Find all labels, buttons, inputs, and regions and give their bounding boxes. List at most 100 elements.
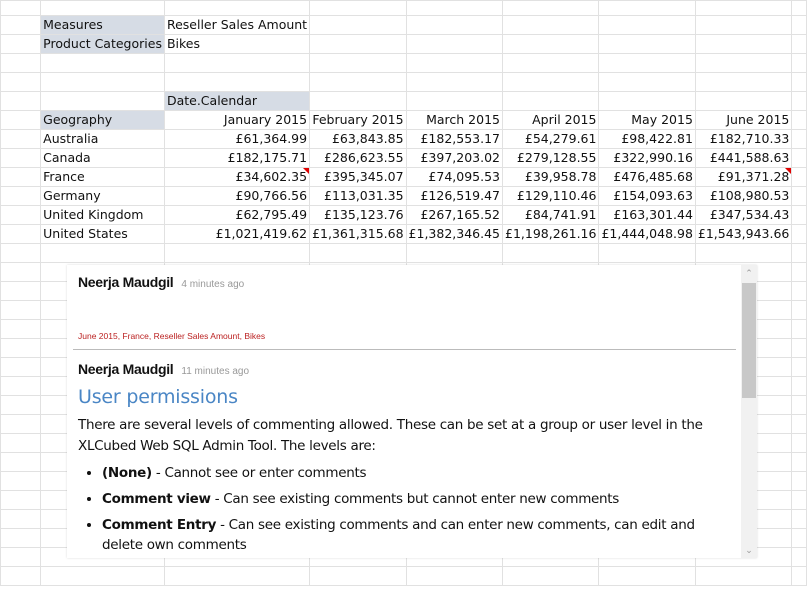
empty-cell[interactable]	[791, 414, 807, 434]
scrollbar[interactable]: ⌃ ⌄	[741, 265, 757, 558]
empty-cell[interactable]	[791, 338, 807, 358]
chevron-up-icon[interactable]: ⌃	[745, 268, 753, 278]
empty-cell[interactable]	[501, 72, 600, 92]
data-cell[interactable]: £347,534.43	[694, 205, 793, 225]
empty-cell[interactable]	[791, 91, 807, 111]
empty-cell[interactable]	[501, 91, 600, 111]
empty-cell[interactable]	[0, 433, 42, 453]
empty-cell[interactable]	[0, 547, 42, 567]
data-cell[interactable]: £182,553.17	[405, 129, 504, 149]
empty-cell[interactable]	[309, 91, 407, 111]
empty-cell[interactable]	[309, 15, 407, 35]
data-cell[interactable]: £126,519.47	[405, 186, 504, 206]
empty-cell[interactable]	[40, 243, 165, 263]
data-cell[interactable]: £1,382,346.45	[405, 224, 504, 244]
empty-cell[interactable]	[501, 53, 600, 73]
data-cell[interactable]: £1,361,315.68	[309, 224, 407, 244]
chevron-down-icon[interactable]: ⌄	[745, 545, 753, 555]
empty-cell[interactable]	[791, 72, 807, 92]
filter-label[interactable]: Measures	[40, 15, 165, 35]
empty-cell[interactable]	[405, 15, 504, 35]
empty-cell[interactable]	[40, 53, 165, 73]
data-cell[interactable]: £113,031.35	[309, 186, 407, 206]
empty-cell[interactable]	[0, 452, 42, 472]
empty-cell[interactable]	[694, 91, 793, 111]
empty-cell[interactable]	[309, 566, 407, 586]
empty-cell[interactable]	[0, 72, 42, 92]
empty-cell[interactable]	[405, 53, 504, 73]
empty-cell[interactable]	[694, 53, 793, 73]
data-cell[interactable]: £90,766.56	[163, 186, 311, 206]
data-cell[interactable]: £91,371.28	[694, 167, 793, 187]
data-cell[interactable]: £441,588.63	[694, 148, 793, 168]
empty-cell[interactable]	[0, 129, 42, 149]
empty-cell[interactable]	[791, 262, 807, 282]
data-cell[interactable]: £1,444,048.98	[598, 224, 696, 244]
empty-cell[interactable]	[791, 433, 807, 453]
scrollbar-thumb[interactable]	[742, 283, 756, 398]
data-cell[interactable]: £61,364.99	[163, 129, 311, 149]
empty-cell[interactable]	[791, 471, 807, 491]
empty-cell[interactable]	[163, 72, 311, 92]
empty-cell[interactable]	[0, 224, 42, 244]
data-cell[interactable]: £54,279.61	[501, 129, 600, 149]
empty-cell[interactable]	[0, 471, 42, 491]
row-header[interactable]: United States	[40, 224, 165, 244]
empty-cell[interactable]	[0, 243, 42, 263]
data-cell[interactable]: £63,843.85	[309, 129, 407, 149]
empty-cell[interactable]	[405, 566, 504, 586]
data-cell[interactable]: £397,203.02	[405, 148, 504, 168]
empty-cell[interactable]	[0, 148, 42, 168]
comment-indicator-icon[interactable]	[785, 168, 792, 174]
data-cell[interactable]: £39,958.78	[501, 167, 600, 187]
empty-cell[interactable]	[694, 15, 793, 35]
data-cell[interactable]: £322,990.16	[598, 148, 696, 168]
empty-cell[interactable]	[0, 376, 42, 396]
column-header[interactable]: May 2015	[598, 110, 696, 130]
empty-cell[interactable]	[163, 53, 311, 73]
empty-cell[interactable]	[40, 566, 165, 586]
empty-cell[interactable]	[598, 566, 696, 586]
filter-value[interactable]: Bikes	[163, 34, 311, 54]
empty-cell[interactable]	[598, 243, 696, 263]
empty-cell[interactable]	[791, 186, 807, 206]
empty-cell[interactable]	[791, 0, 807, 16]
empty-cell[interactable]	[791, 357, 807, 377]
row-header[interactable]: Australia	[40, 129, 165, 149]
empty-cell[interactable]	[791, 34, 807, 54]
empty-cell[interactable]	[40, 72, 165, 92]
empty-cell[interactable]	[0, 300, 42, 320]
data-cell[interactable]: £1,021,419.62	[163, 224, 311, 244]
filter-label[interactable]: Product Categories	[40, 34, 165, 54]
row-header[interactable]: United Kingdom	[40, 205, 165, 225]
data-cell[interactable]: £129,110.46	[501, 186, 600, 206]
empty-cell[interactable]	[0, 338, 42, 358]
empty-cell[interactable]	[791, 490, 807, 510]
empty-cell[interactable]	[791, 300, 807, 320]
empty-cell[interactable]	[598, 15, 696, 35]
row-header[interactable]: France	[40, 167, 165, 187]
empty-cell[interactable]	[309, 72, 407, 92]
empty-cell[interactable]	[0, 281, 42, 301]
column-header[interactable]: April 2015	[501, 110, 600, 130]
empty-cell[interactable]	[0, 509, 42, 529]
data-cell[interactable]: £163,301.44	[598, 205, 696, 225]
empty-cell[interactable]	[0, 0, 42, 16]
data-cell[interactable]: £135,123.76	[309, 205, 407, 225]
empty-cell[interactable]	[791, 395, 807, 415]
empty-cell[interactable]	[405, 91, 504, 111]
column-header[interactable]: January 2015	[163, 110, 311, 130]
empty-cell[interactable]	[501, 15, 600, 35]
row-header[interactable]: Canada	[40, 148, 165, 168]
empty-cell[interactable]	[0, 490, 42, 510]
empty-cell[interactable]	[309, 53, 407, 73]
empty-cell[interactable]	[163, 566, 311, 586]
empty-cell[interactable]	[405, 243, 504, 263]
empty-cell[interactable]	[0, 357, 42, 377]
empty-cell[interactable]	[309, 0, 407, 16]
data-cell[interactable]: £34,602.35	[163, 167, 311, 187]
empty-cell[interactable]	[0, 319, 42, 339]
empty-cell[interactable]	[0, 528, 42, 548]
empty-cell[interactable]	[791, 547, 807, 567]
row-dimension-label[interactable]: Geography	[40, 110, 165, 130]
